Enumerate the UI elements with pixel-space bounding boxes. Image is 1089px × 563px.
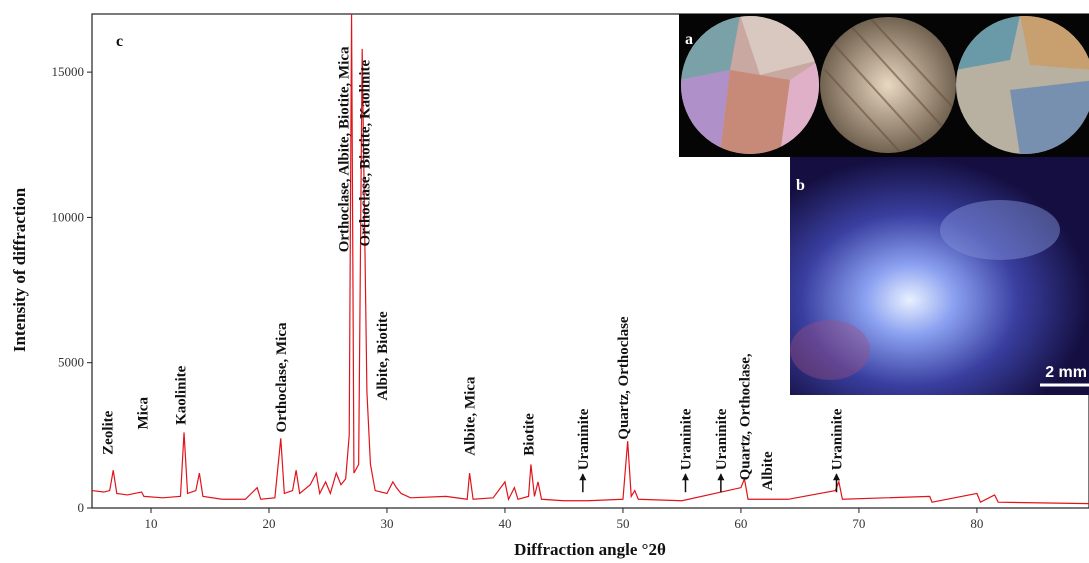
x-tick-label: 40	[498, 516, 511, 531]
annotation: Uraninite	[576, 408, 592, 470]
inset-label: a	[685, 31, 693, 48]
x-tick-label: 10	[144, 516, 157, 531]
annotation: Albite, Mica	[463, 376, 479, 456]
scale-bar-label: 2 mm	[1045, 364, 1087, 381]
y-tick-label: 5000	[58, 355, 84, 370]
y-axis-title: Intensity of diffraction	[10, 187, 29, 352]
inset-a	[679, 14, 1089, 157]
plot-area	[92, 14, 1089, 505]
inset-b	[790, 157, 1089, 395]
annotation: Zeolite	[100, 410, 116, 454]
plot-frame	[91, 13, 1089, 509]
annotation: Orthoclase, Mica	[274, 322, 290, 432]
annotation: Albite	[760, 451, 776, 491]
annotation: Albite, Biotite	[375, 311, 391, 400]
y-tick-label: 0	[78, 500, 85, 515]
annotation-arrowhead	[681, 473, 689, 481]
x-tick-label: 60	[734, 516, 747, 531]
x-tick-label: 20	[262, 516, 275, 531]
annotation-arrowhead	[579, 473, 587, 481]
annotation: Uraninite	[678, 408, 694, 470]
annotation: Quartz, Orthoclase,	[737, 353, 753, 480]
data-line	[92, 14, 1089, 505]
x-tick-label: 80	[970, 516, 983, 531]
panel-label: c	[116, 33, 123, 50]
x-tick-label: 50	[616, 516, 629, 531]
inset-label: b	[796, 177, 805, 194]
y-tick-label: 15000	[52, 64, 85, 79]
annotation: Uraninite	[830, 408, 846, 470]
annotation-arrowhead	[833, 473, 841, 481]
annotation: Quartz, Orthoclase	[616, 316, 632, 440]
annotation: Uraninite	[714, 408, 730, 470]
x-tick-label: 30	[380, 516, 393, 531]
y-tick-label: 10000	[52, 209, 85, 224]
x-axis-title: Diffraction angle °2θ	[514, 540, 666, 559]
annotation: Kaolinite	[173, 365, 189, 425]
annotation: Orthoclase, Albite, Biotite, Mica	[336, 46, 352, 252]
annotation: Orthoclase, Biotite, Kaolinite	[358, 59, 374, 246]
x-tick-label: 70	[852, 516, 865, 531]
annotation-arrowhead	[717, 473, 725, 481]
annotation: Biotite	[522, 413, 538, 456]
annotation: Mica	[136, 397, 152, 430]
